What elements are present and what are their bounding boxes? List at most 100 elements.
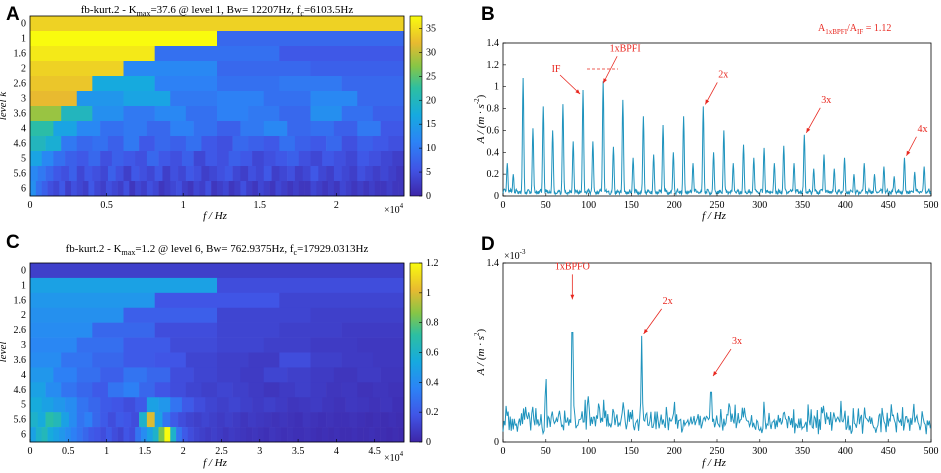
heatmap-cell	[368, 181, 376, 197]
heatmap-cell	[357, 412, 366, 428]
heatmap-cell	[154, 292, 280, 309]
colorbar-tick-label: 35	[426, 23, 436, 34]
heatmap-cell	[224, 412, 233, 428]
heatmap-cell	[349, 166, 358, 182]
heatmap-cell	[372, 136, 389, 152]
heatmap-cell	[388, 382, 405, 398]
heatmap-cell	[111, 397, 124, 413]
y-tick-label: 0.2	[487, 169, 500, 180]
y-tick-label: 1.2	[487, 60, 500, 71]
heatmap-cell	[232, 136, 249, 152]
heatmap-cell	[279, 136, 296, 152]
heatmap-cell	[82, 181, 89, 197]
x-tick-label: 0	[501, 446, 506, 457]
heatmap-cell	[37, 412, 46, 428]
heatmap-cell	[92, 106, 124, 122]
x-tick-label: 150	[624, 200, 639, 211]
y-tick-label: 2	[21, 64, 26, 75]
heatmap-cell	[252, 397, 265, 413]
heatmap-cell	[398, 427, 405, 443]
annotation-arrowhead	[713, 371, 718, 377]
x-tick-label: 3	[257, 446, 262, 457]
y-tick-label: 0	[21, 265, 26, 276]
heatmap-cell	[154, 106, 187, 122]
heatmap-cell	[84, 166, 93, 182]
x-tick-label: 250	[710, 446, 725, 457]
heatmap-cell	[310, 121, 335, 137]
heatmap-cell	[123, 367, 148, 383]
heatmap-cell	[217, 106, 249, 122]
heatmap-cell	[170, 166, 179, 182]
heatmap-cell	[76, 91, 124, 107]
colorbar-tick-label: 10	[426, 143, 436, 154]
heatmap-a-y-ticks: 0 1 1.6 2 2.6 3 3.6 4 4.6 5 5.6 6	[14, 19, 27, 195]
heatmap-cell	[217, 367, 241, 383]
annotation-arrow	[805, 107, 821, 133]
heatmap-cell	[30, 307, 124, 323]
heatmap-cell	[154, 76, 218, 92]
heatmap-cell	[123, 151, 136, 167]
colorbar-tick-label: 1.2	[426, 258, 439, 269]
heatmap-cell	[217, 121, 241, 137]
heatmap-cell	[30, 277, 218, 294]
heatmap-cell	[217, 397, 229, 413]
heatmap-cell	[217, 382, 233, 398]
heatmap-cell	[232, 166, 241, 182]
x-tick-label: 450	[881, 446, 896, 457]
heatmap-cell	[146, 166, 155, 182]
heatmap-cell	[30, 106, 62, 122]
panel-letter-b: B	[481, 4, 495, 25]
heatmap-cell	[263, 427, 270, 443]
heatmap-cell	[396, 412, 405, 428]
heatmap-cell	[123, 181, 130, 197]
heatmap-cell	[193, 427, 200, 443]
heatmap-cell	[115, 412, 124, 428]
heatmap-cell	[53, 151, 66, 167]
heatmap-cell	[279, 166, 288, 182]
y-tick-label: 5.6	[14, 415, 27, 426]
y-tick-label: 0	[494, 437, 499, 448]
heatmap-cell	[170, 427, 177, 443]
y-tick-label: 1	[21, 34, 26, 45]
heatmap-cell	[61, 382, 78, 398]
heatmap-cell	[35, 181, 42, 197]
heatmap-cell	[302, 412, 311, 428]
heatmap-cell	[294, 166, 304, 182]
heatmap-cell	[123, 307, 218, 323]
heatmap-cell	[217, 427, 224, 443]
heatmap-cell	[269, 427, 276, 443]
heatmap-cell	[185, 412, 194, 428]
y-tick-label: 0	[21, 19, 26, 30]
heatmap-cell	[61, 106, 93, 122]
heatmap-cell	[105, 181, 113, 197]
x-tick-label: 50	[541, 200, 551, 211]
heatmap-cell	[129, 427, 136, 443]
heatmap-cell	[59, 427, 66, 443]
y-tick-label: 3	[21, 94, 26, 105]
x-tick-label: 2.5	[215, 446, 228, 457]
y-tick-label: 4	[21, 370, 26, 381]
heatmap-cell	[53, 397, 66, 413]
heatmap-cell	[351, 181, 358, 197]
heatmap-cell	[154, 382, 171, 398]
heatmap-cell	[310, 181, 317, 197]
heatmap-cell	[357, 136, 374, 152]
heatmap-cell	[228, 427, 235, 443]
heatmap-cell	[193, 151, 206, 167]
heatmap-cell	[170, 91, 218, 107]
heatmap-cell	[176, 427, 183, 443]
y-tick-label: 3	[21, 340, 26, 351]
y-tick-label: 6	[21, 430, 26, 441]
heatmap-cell	[252, 181, 259, 197]
heatmap-cell	[164, 181, 171, 197]
heatmap-cell	[365, 412, 374, 428]
heatmap-cell	[386, 181, 393, 197]
heatmap-cell	[341, 352, 374, 368]
heatmap-cell	[88, 181, 95, 197]
heatmap-cell	[53, 181, 60, 197]
heatmap-cell	[246, 181, 253, 197]
colorbar-tick-label: 25	[426, 71, 436, 82]
heatmap-c-x-exponent: ×104	[384, 450, 404, 464]
heatmap-cell	[205, 181, 212, 197]
y-tick-label: 1	[21, 280, 26, 291]
